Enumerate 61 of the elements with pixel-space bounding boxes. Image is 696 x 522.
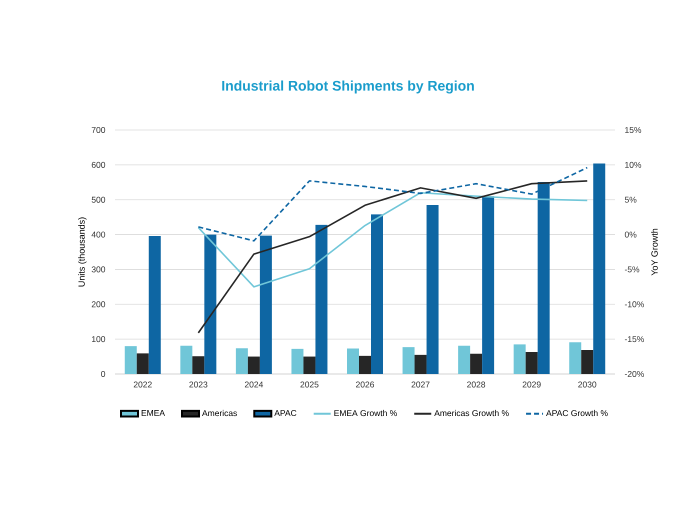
- line-series: [198, 192, 588, 288]
- legend-label: APAC: [274, 410, 296, 416]
- y2-tick-label: -20%: [624, 371, 644, 377]
- y-tick-label: 500: [92, 196, 106, 203]
- bar: [593, 163, 606, 374]
- y2-tick-label: -10%: [624, 301, 644, 308]
- legend-label: EMEA: [142, 410, 165, 416]
- bar: [248, 356, 260, 374]
- y-tick-label: 700: [92, 127, 106, 133]
- bar: [414, 354, 427, 374]
- bar: [470, 354, 482, 374]
- bar: [124, 346, 137, 374]
- bar: [148, 236, 161, 374]
- y2-tick-label: -15%: [624, 336, 644, 342]
- bar: [359, 356, 371, 374]
- bar: [458, 346, 470, 374]
- y2-tick-label: 15%: [625, 127, 642, 133]
- x-tick-label: 2022: [134, 382, 152, 388]
- y2-tick-label: 0%: [624, 232, 636, 238]
- legend-label: APAC Growth %: [546, 410, 608, 416]
- y-tick-label: 300: [92, 266, 106, 272]
- y-tick-label: 100: [92, 336, 106, 342]
- bar: [192, 356, 204, 374]
- bar: [426, 204, 439, 374]
- bar: [291, 348, 304, 374]
- y-axis-title: Units (thousands): [78, 217, 87, 286]
- x-tick-label: 2025: [300, 382, 319, 388]
- bar: [482, 196, 494, 374]
- x-tick-label: 2023: [189, 382, 208, 388]
- bar: [569, 342, 582, 374]
- legend-label: Americas: [202, 410, 237, 416]
- y2-tick-label: 5%: [624, 196, 636, 203]
- bar: [315, 224, 328, 374]
- bar: [581, 350, 594, 374]
- bar: [402, 347, 415, 374]
- y2-tick-label: -5%: [624, 266, 640, 272]
- y2-axis-title: YoY Growth: [651, 228, 658, 276]
- bar: [514, 344, 526, 374]
- bar: [204, 234, 216, 374]
- bar: [180, 346, 192, 374]
- bar: [236, 348, 248, 374]
- bar: [303, 356, 316, 374]
- x-tick-label: 2029: [522, 382, 541, 388]
- y2-tick-label: 10%: [625, 162, 642, 168]
- y-tick-label: 0: [101, 371, 106, 377]
- bar: [136, 353, 149, 374]
- chart-title: Industrial Robot Shipments by Region: [222, 80, 474, 94]
- line-series: [198, 180, 588, 334]
- y-tick-label: 200: [92, 301, 106, 308]
- x-tick-label: 2024: [244, 382, 264, 388]
- x-tick-label: 2026: [356, 382, 374, 388]
- x-tick-label: 2027: [412, 382, 430, 388]
- legend-label: EMEA Growth %: [334, 410, 397, 416]
- y-tick-label: 400: [92, 232, 106, 238]
- legend-label: Americas Growth %: [434, 410, 509, 416]
- x-tick-label: 2028: [467, 382, 486, 388]
- bar: [347, 348, 359, 374]
- bar: [526, 352, 538, 374]
- bar: [371, 214, 383, 374]
- y-tick-label: 600: [92, 162, 106, 168]
- x-tick-label: 2030: [578, 382, 596, 388]
